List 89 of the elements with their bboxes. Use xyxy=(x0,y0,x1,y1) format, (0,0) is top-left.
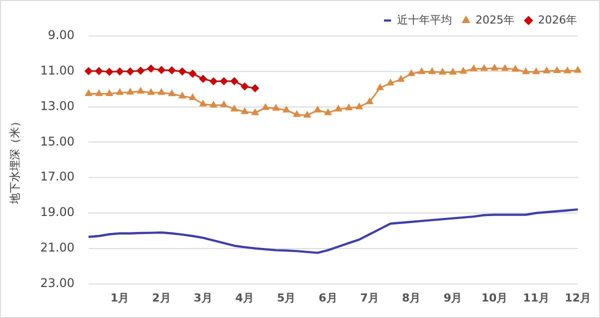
point xyxy=(116,88,124,95)
x-tick-label: 1月 xyxy=(110,291,130,304)
y-tick-label: 11.00 xyxy=(40,64,75,78)
point xyxy=(356,103,363,110)
point xyxy=(543,67,550,74)
point xyxy=(230,105,238,112)
point xyxy=(188,70,196,78)
point xyxy=(147,64,155,72)
point xyxy=(491,64,498,70)
point xyxy=(116,68,124,76)
y-tick-label: 15.00 xyxy=(40,134,75,148)
y-tick-label: 17.00 xyxy=(40,170,75,184)
point xyxy=(293,110,300,117)
point xyxy=(220,101,228,108)
y-tick-label: 21.00 xyxy=(40,240,75,255)
x-tick-label: 11月 xyxy=(523,291,550,304)
point xyxy=(366,98,373,104)
point xyxy=(241,108,248,114)
y-tick-label: 13.00 xyxy=(40,98,75,113)
x-tick-label: 10月 xyxy=(481,291,508,304)
x-tick-label: 9月 xyxy=(444,291,462,304)
point xyxy=(283,106,290,112)
x-tick-label: 6月 xyxy=(318,291,338,304)
y-tick-label: 19.00 xyxy=(40,205,75,220)
point xyxy=(168,66,176,74)
legend-label: 近十年平均 xyxy=(397,13,452,26)
point xyxy=(158,88,165,95)
point xyxy=(210,101,217,108)
x-tick-label: 8月 xyxy=(402,291,421,304)
point xyxy=(502,64,508,71)
x-tick-label: 5月 xyxy=(277,291,296,304)
point xyxy=(314,106,321,112)
point xyxy=(564,67,571,74)
point xyxy=(210,78,218,86)
point xyxy=(251,84,259,92)
point xyxy=(178,68,186,76)
point xyxy=(148,88,154,95)
y-tick-label: 23.00 xyxy=(40,276,75,290)
y-tick-label: 9.00 xyxy=(48,28,75,42)
point xyxy=(106,90,113,96)
x-tick-label: 7月 xyxy=(360,291,379,304)
point xyxy=(398,76,404,82)
point xyxy=(512,66,519,72)
point xyxy=(220,77,228,85)
point xyxy=(470,65,478,72)
point xyxy=(230,77,238,85)
point xyxy=(168,90,176,96)
point xyxy=(554,66,560,73)
x-tick-label: 4月 xyxy=(235,291,254,304)
point xyxy=(126,88,134,95)
point xyxy=(262,104,269,110)
point xyxy=(335,105,342,112)
point xyxy=(439,68,446,75)
point xyxy=(345,104,352,110)
point xyxy=(137,87,144,94)
y-axis-title: 地下水埋深（米） xyxy=(8,116,22,205)
point xyxy=(106,68,114,76)
point xyxy=(85,90,92,96)
point xyxy=(408,70,415,76)
point xyxy=(522,68,530,74)
point xyxy=(387,79,394,86)
point xyxy=(84,67,92,75)
point xyxy=(136,66,144,74)
point xyxy=(450,68,456,75)
point xyxy=(95,67,103,75)
x-tick-label: 2月 xyxy=(152,291,171,304)
point xyxy=(252,109,258,116)
x-tick-label: 3月 xyxy=(194,291,212,304)
point xyxy=(96,90,102,96)
point xyxy=(304,112,311,118)
point xyxy=(189,94,196,100)
point xyxy=(418,68,426,74)
legend-label: 2026年 xyxy=(538,13,578,26)
point xyxy=(428,68,436,74)
point xyxy=(532,68,540,74)
point xyxy=(460,68,467,74)
point xyxy=(480,64,488,71)
point xyxy=(126,68,134,76)
point xyxy=(272,104,280,111)
point xyxy=(324,109,332,116)
legend-label: 2025年 xyxy=(476,13,515,26)
point xyxy=(574,66,582,73)
point xyxy=(376,84,384,90)
point xyxy=(199,75,207,83)
point xyxy=(200,100,206,106)
point xyxy=(158,66,166,74)
x-tick-label: 12月 xyxy=(564,291,591,304)
point xyxy=(240,82,248,90)
point xyxy=(178,92,186,98)
